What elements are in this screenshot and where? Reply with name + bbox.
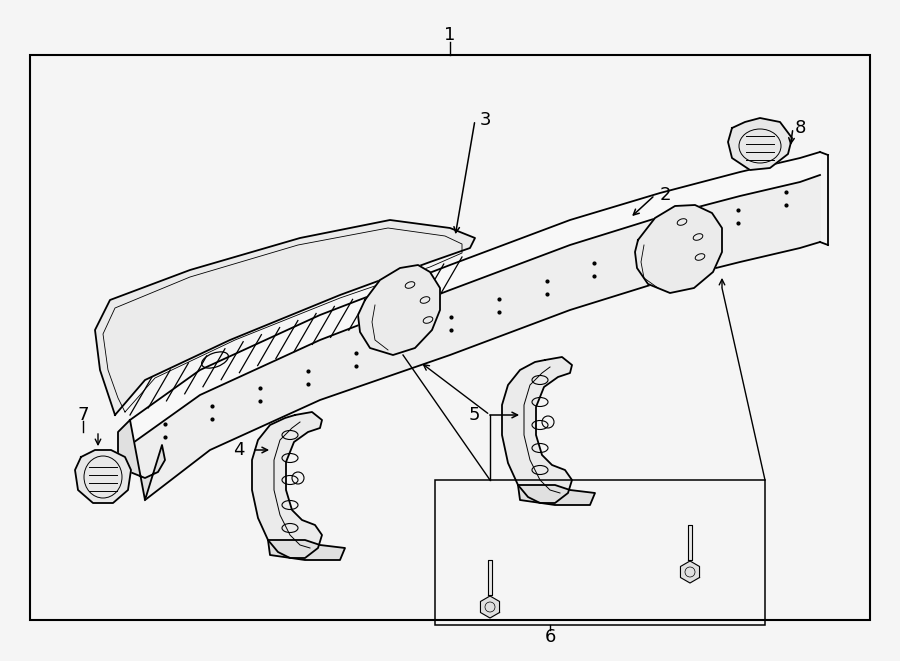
Polygon shape [252,412,322,558]
Text: 1: 1 [445,26,455,44]
Polygon shape [488,560,492,595]
Polygon shape [130,152,820,445]
Bar [435,480,765,625]
Polygon shape [118,420,165,500]
Polygon shape [728,118,792,170]
Polygon shape [680,561,699,583]
Text: 5: 5 [469,406,480,424]
Polygon shape [481,596,500,618]
Polygon shape [502,357,572,503]
Text: 7: 7 [77,406,89,424]
Text: 2: 2 [660,186,671,204]
Polygon shape [688,525,692,560]
Polygon shape [130,175,820,500]
Text: 8: 8 [795,119,806,137]
Polygon shape [635,205,722,293]
Bar [30,55,870,620]
Polygon shape [518,485,595,505]
Polygon shape [95,220,475,415]
Polygon shape [75,450,131,503]
Polygon shape [358,265,440,355]
Text: 6: 6 [544,628,555,646]
Text: 4: 4 [233,441,245,459]
Text: 3: 3 [480,111,491,129]
Polygon shape [268,540,345,560]
